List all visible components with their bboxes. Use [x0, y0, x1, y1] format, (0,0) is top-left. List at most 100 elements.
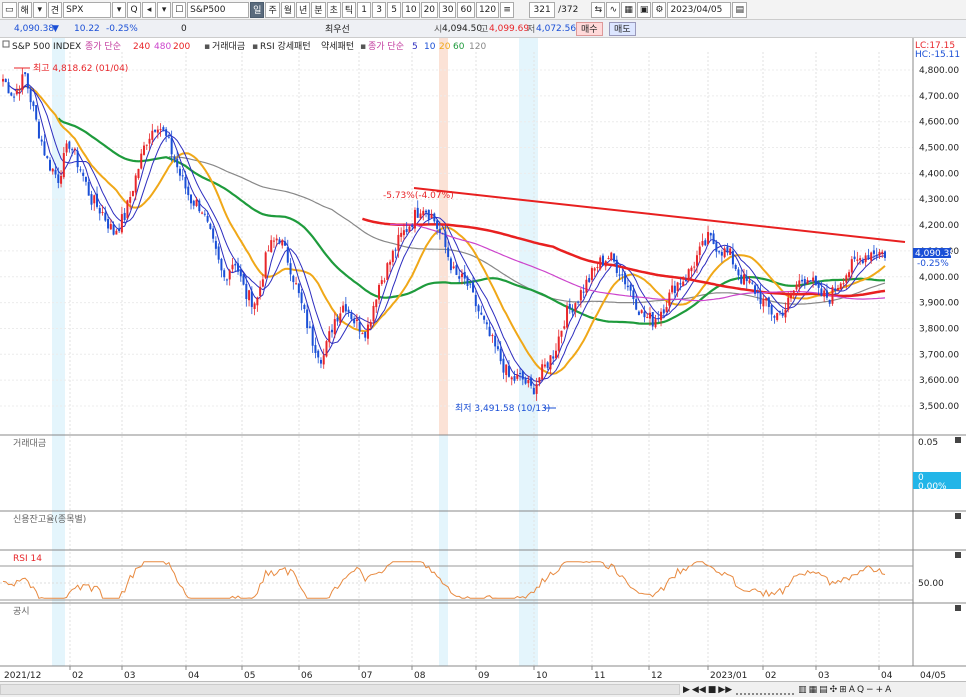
calendar-icon[interactable]: ▤ — [732, 1, 747, 18]
forward-icon[interactable]: ▶▶ — [718, 684, 733, 695]
ma10-line[interactable] — [11, 85, 886, 382]
candle-body — [842, 283, 845, 285]
interval-10-button[interactable]: 10 — [402, 1, 420, 18]
rsi-panel-title: RSI 14 — [13, 554, 42, 564]
candle-body — [187, 186, 190, 196]
minus-icon[interactable]: − — [866, 684, 874, 695]
counter-field[interactable]: 321 — [529, 1, 556, 18]
play-icon[interactable]: ▶ — [683, 684, 690, 695]
rewind-icon[interactable]: ◀◀ — [691, 684, 706, 695]
buy-button[interactable]: 매수 — [576, 21, 603, 36]
rsi-line[interactable] — [2, 561, 886, 599]
candle-body — [259, 286, 262, 296]
panel-handle-icon[interactable] — [955, 605, 961, 611]
table-icon[interactable]: ▦ — [808, 684, 818, 695]
trend-line[interactable] — [413, 187, 906, 243]
symbol-name-field[interactable]: S&P500 — [187, 1, 250, 18]
chart-type-icon[interactable]: ▥ — [798, 684, 807, 695]
magnify-icon[interactable]: Q — [856, 684, 865, 695]
interval-30-button[interactable]: 30 — [439, 1, 457, 18]
candle-body — [853, 256, 856, 260]
candle-body — [167, 136, 170, 138]
grid-icon[interactable]: ▦ — [621, 1, 636, 18]
legend-ma1-label: 종가 단순 — [85, 41, 121, 52]
period-second-button[interactable]: 초 — [326, 1, 341, 18]
candle-body — [40, 139, 43, 142]
legend-ma2-5: 5 — [412, 42, 418, 52]
plus-icon[interactable]: + — [875, 684, 884, 695]
chevron-down-icon[interactable]: ▾ — [157, 1, 172, 18]
window-icon[interactable]: ▭ — [2, 1, 17, 18]
ma480-line[interactable] — [390, 223, 886, 302]
interval-60-button[interactable]: 60 — [457, 1, 475, 18]
quote-bar: 4,090.38 ▼ 10.22 -0.25% 0 최우선 시 4,094.50… — [0, 20, 966, 38]
interval-3-button[interactable]: 3 — [372, 1, 387, 18]
symbol-dropdown-icon[interactable]: ▾ — [112, 1, 127, 18]
candle-body — [881, 251, 884, 254]
candle-body — [762, 298, 765, 307]
category-button[interactable]: 견 — [47, 1, 63, 18]
panel-handle-icon[interactable] — [955, 513, 961, 519]
candle-body — [530, 378, 533, 386]
period-day-button[interactable]: 일 — [250, 1, 265, 18]
list-icon[interactable]: ≡ — [500, 1, 515, 18]
period-week-button[interactable]: 주 — [265, 1, 280, 18]
ma200-line[interactable] — [362, 217, 886, 298]
candle-body — [637, 311, 640, 315]
font-icon[interactable]: A — [885, 684, 892, 695]
candle-body — [447, 247, 450, 258]
gear-icon[interactable]: ⚙ — [652, 1, 667, 18]
date-field[interactable]: 2023/04/05 — [667, 1, 732, 18]
scroll-bar[interactable]: ▶ ◀◀ ■ ▶▶ ▥ ▦ ▤ ✣ ⊞ A Q − + A — [0, 681, 966, 697]
panel-handle-icon[interactable] — [955, 437, 961, 443]
search-icon[interactable]: Q — [127, 1, 142, 18]
speaker-icon[interactable]: ◂ — [142, 1, 157, 18]
interval-1-button[interactable]: 1 — [357, 1, 372, 18]
ma5-line[interactable] — [8, 83, 886, 387]
candle-body — [250, 291, 253, 307]
scrollbar-track[interactable] — [0, 684, 680, 695]
interval-120-button[interactable]: 120 — [475, 1, 500, 18]
candle-body — [676, 282, 679, 291]
candle-body — [792, 290, 795, 295]
bars-icon[interactable]: ▤ — [819, 684, 828, 695]
ma20-line[interactable] — [16, 85, 886, 375]
interval-20-button[interactable]: 20 — [420, 1, 439, 18]
text-icon[interactable]: A — [848, 684, 855, 695]
candle-body — [253, 303, 256, 310]
mode-button[interactable]: 해 — [17, 1, 32, 18]
symbol-input[interactable]: SPX — [63, 1, 112, 18]
candle-body — [76, 150, 79, 168]
sell-button[interactable]: 매도 — [609, 21, 636, 36]
candle-body — [870, 252, 873, 261]
period-tick-button[interactable]: 틱 — [341, 1, 357, 18]
open-value: 4,094.50 — [442, 23, 483, 34]
candle-body — [455, 265, 458, 275]
wave-icon[interactable]: ∿ — [606, 1, 621, 18]
zoom-bar[interactable] — [736, 685, 795, 695]
candle-body — [557, 336, 560, 351]
candle-body — [502, 358, 505, 373]
candle-body — [344, 304, 347, 312]
chevron-down-icon[interactable]: ▾ — [32, 1, 47, 18]
chart-area[interactable]: S&P 500 INDEX 종가 단순 240 480 200 ▪ 거래대금 ▪… — [0, 38, 966, 681]
toggle-icon[interactable]: ⇆ — [591, 1, 606, 18]
save-icon[interactable]: ▣ — [636, 1, 652, 18]
candle-body — [375, 299, 378, 308]
interval-5-button[interactable]: 5 — [387, 1, 402, 18]
panel-handle-icon[interactable] — [955, 552, 961, 558]
last-pct-label: -0.25% — [917, 259, 949, 269]
candle-body — [709, 233, 712, 236]
stop-icon[interactable]: ■ — [707, 684, 717, 695]
candle-body — [411, 224, 414, 227]
crosshair-icon[interactable]: ✣ — [829, 684, 838, 695]
period-year-button[interactable]: 년 — [296, 1, 311, 18]
checkbox-icon[interactable]: ☐ — [172, 1, 187, 18]
grid-icon[interactable]: ⊞ — [839, 684, 847, 695]
volume-axis-top: 0.05 — [918, 438, 938, 448]
period-minute-button[interactable]: 분 — [311, 1, 326, 18]
candle-body — [402, 230, 405, 236]
period-month-button[interactable]: 월 — [280, 1, 295, 18]
date-tick-label: 02 — [765, 671, 776, 681]
candle-body — [690, 267, 693, 272]
